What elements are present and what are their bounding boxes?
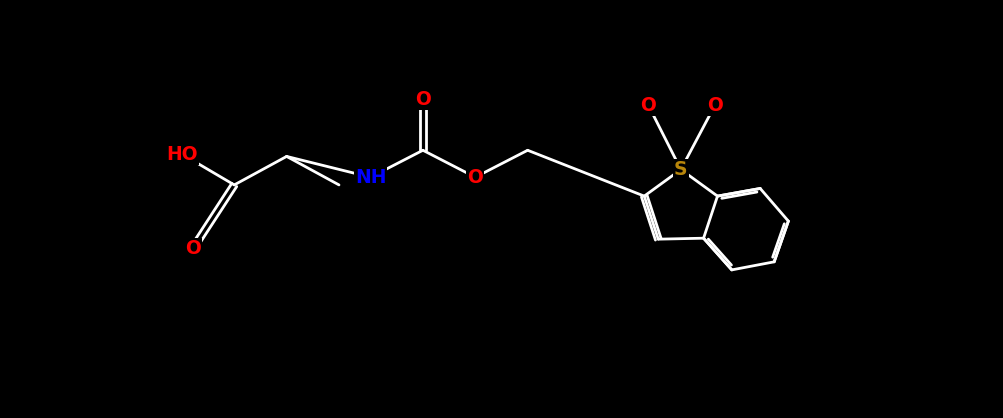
Text: O: O — [185, 240, 201, 258]
Text: O: O — [466, 168, 482, 187]
Text: S: S — [673, 160, 687, 179]
Text: O: O — [414, 90, 430, 109]
Text: O: O — [640, 96, 656, 115]
Text: NH: NH — [354, 168, 386, 187]
Text: HO: HO — [165, 145, 198, 163]
Text: O: O — [706, 96, 722, 115]
